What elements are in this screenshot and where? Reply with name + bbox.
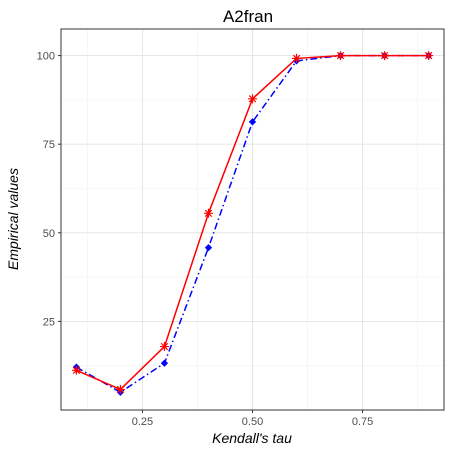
series-group: [71, 51, 434, 397]
y-tick-label: 50: [43, 228, 55, 240]
y-axis-title: Empirical values: [5, 168, 21, 270]
y-tick-label: 25: [43, 316, 55, 328]
y-tick-label: 75: [43, 139, 55, 151]
data-point-asterisk: [159, 342, 169, 352]
x-axis-title: Kendall's tau: [212, 430, 292, 446]
data-point-asterisk: [336, 51, 346, 61]
x-tick-label: 0.50: [242, 416, 263, 428]
data-point-asterisk: [71, 365, 81, 375]
grid: [61, 29, 444, 410]
data-point-diamond: [160, 359, 169, 367]
data-point-asterisk: [424, 51, 434, 61]
data-point-asterisk: [203, 208, 213, 218]
data-point-asterisk: [115, 384, 125, 394]
chart-title: A2fran: [223, 7, 273, 26]
y-tick-label: 100: [37, 51, 55, 63]
axis-ticks: 0.25 0.50 0.75 25 50 75 100: [37, 51, 374, 428]
x-tick-label: 0.75: [352, 416, 373, 428]
series-0: [71, 51, 434, 394]
data-point-asterisk: [380, 51, 390, 61]
data-point-diamond: [204, 243, 213, 252]
x-tick-label: 0.25: [132, 416, 153, 428]
data-point-diamond: [248, 118, 257, 126]
data-point-asterisk: [292, 53, 302, 63]
data-point-asterisk: [248, 94, 257, 104]
